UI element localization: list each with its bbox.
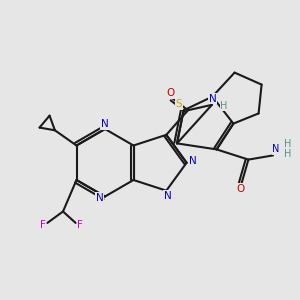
Text: N: N [272, 144, 280, 154]
Text: N: N [208, 94, 216, 104]
Text: F: F [77, 220, 83, 230]
Text: H: H [284, 149, 292, 159]
Text: H: H [220, 101, 228, 111]
Text: N: N [100, 119, 108, 129]
Text: O: O [167, 88, 175, 98]
Text: H: H [284, 139, 292, 149]
Text: N: N [164, 191, 172, 201]
Text: O: O [237, 184, 245, 194]
Text: N: N [189, 156, 197, 166]
Text: N: N [96, 193, 104, 203]
Text: F: F [40, 220, 46, 230]
Text: S: S [176, 99, 182, 110]
